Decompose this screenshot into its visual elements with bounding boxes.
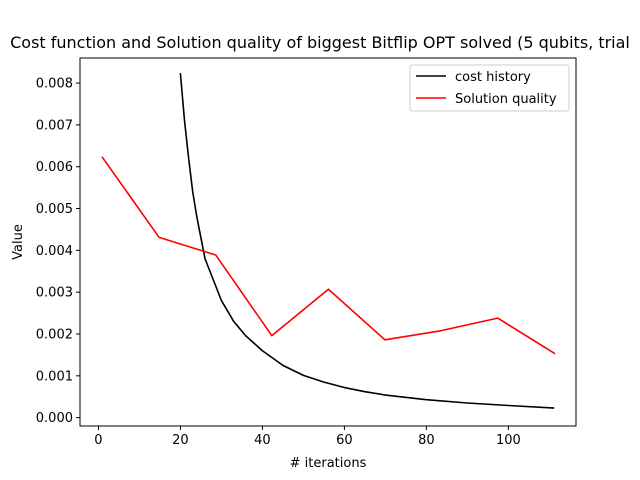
- x-tick-label: 80: [418, 433, 435, 448]
- y-tick-label: 0.001: [36, 369, 73, 384]
- series-line-cost-history: [179, 73, 555, 409]
- legend-label-solution-quality: Solution quality: [455, 92, 557, 107]
- y-tick-label: 0.005: [36, 202, 73, 217]
- y-axis-label: Value: [11, 224, 26, 260]
- series-line-solution-quality: [101, 156, 556, 355]
- chart-title: Cost function and Solution quality of bi…: [10, 33, 630, 52]
- y-tick-label: 0.003: [36, 286, 73, 301]
- x-tick-label: 40: [254, 433, 271, 448]
- y-tick-label: 0.002: [36, 328, 73, 343]
- legend-box: [409, 64, 570, 112]
- x-tick-label: 60: [336, 433, 353, 448]
- y-tick-label: 0.007: [36, 118, 73, 133]
- x-axis-label: # iterations: [290, 456, 367, 471]
- x-tick-label: 0: [94, 433, 102, 448]
- x-tick-label: 100: [496, 433, 521, 448]
- y-axis: 0.000 0.001 0.002 0.003 0.004 0.005 0.006 0.007…: [36, 77, 80, 426]
- y-tick-label: 0.004: [36, 244, 73, 259]
- x-axis: 0 20 40 60 80 100: [94, 426, 521, 448]
- x-tick-label: 20: [172, 433, 189, 448]
- legend-label-cost-history: cost history: [455, 70, 531, 85]
- plot-area: [79, 57, 577, 427]
- axes-frame: [79, 57, 577, 427]
- y-tick-label: 0.006: [36, 160, 73, 175]
- y-tick-label: 0.000: [36, 411, 73, 426]
- legend: cost history Solution quality: [409, 64, 570, 112]
- series-layer: [101, 73, 556, 409]
- y-tick-label: 0.008: [36, 77, 73, 92]
